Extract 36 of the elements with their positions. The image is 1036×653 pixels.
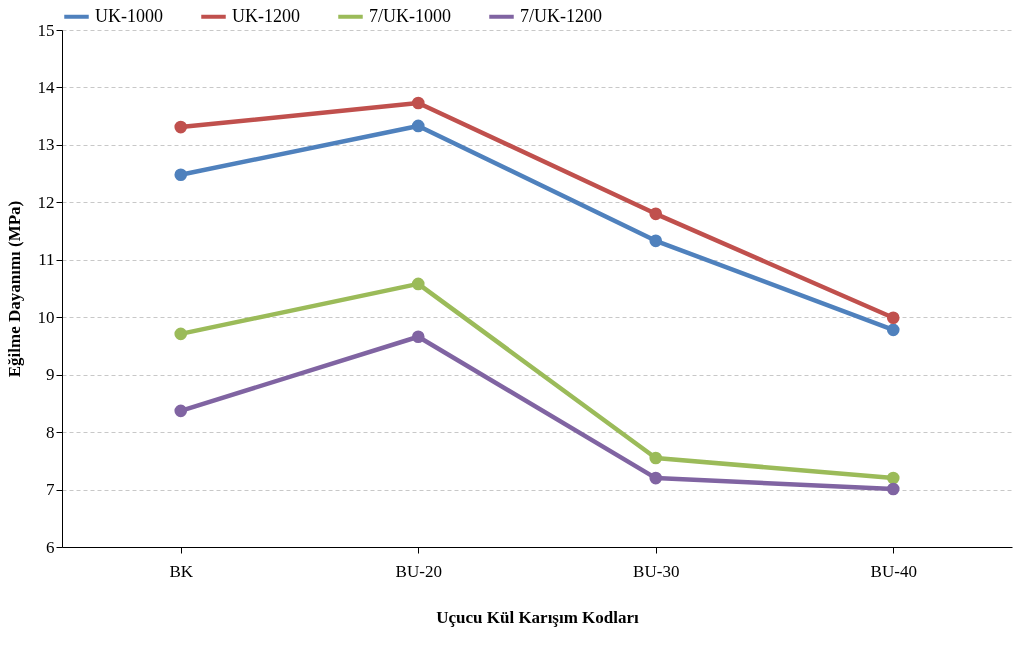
- point: [886, 471, 900, 485]
- legend-label: 7/UK-1200: [520, 5, 602, 26]
- y-tick-label: 10: [37, 307, 55, 327]
- y-tick-label: 9: [46, 365, 55, 385]
- point: [174, 168, 188, 182]
- legend-label: 7/UK-1000: [369, 5, 451, 26]
- point: [649, 471, 663, 485]
- point: [649, 207, 663, 221]
- point: [649, 234, 663, 248]
- point: [411, 330, 425, 344]
- legend-label: UK-1000: [95, 5, 163, 26]
- y-tick-label: 6: [46, 537, 55, 557]
- point: [174, 120, 188, 134]
- point: [886, 311, 900, 325]
- point: [174, 404, 188, 418]
- point: [886, 482, 900, 496]
- y-tick-label: 11: [38, 250, 55, 270]
- point: [886, 323, 900, 337]
- y-tick-label: 12: [37, 192, 55, 212]
- x-tick-label: BU-20: [395, 561, 442, 581]
- y-tick-label: 14: [37, 77, 55, 97]
- y-tick-label: 8: [46, 422, 55, 442]
- point: [411, 277, 425, 291]
- x-tick-label: BU-30: [633, 561, 680, 581]
- point: [649, 451, 663, 465]
- y-tick-label: 7: [46, 480, 55, 500]
- point: [411, 96, 425, 110]
- y-tick-label: 13: [37, 135, 55, 155]
- x-tick-label: BK: [169, 561, 194, 581]
- point: [174, 327, 188, 341]
- legend-label: UK-1200: [232, 5, 300, 26]
- point: [411, 119, 425, 133]
- y-axis-title: Eğilme Dayanımı (MPa): [4, 200, 24, 378]
- x-axis-title: Uçucu Kül Karışım Kodları: [436, 607, 640, 627]
- x-tick-label: BU-40: [870, 561, 917, 581]
- y-tick-label: 15: [37, 20, 55, 40]
